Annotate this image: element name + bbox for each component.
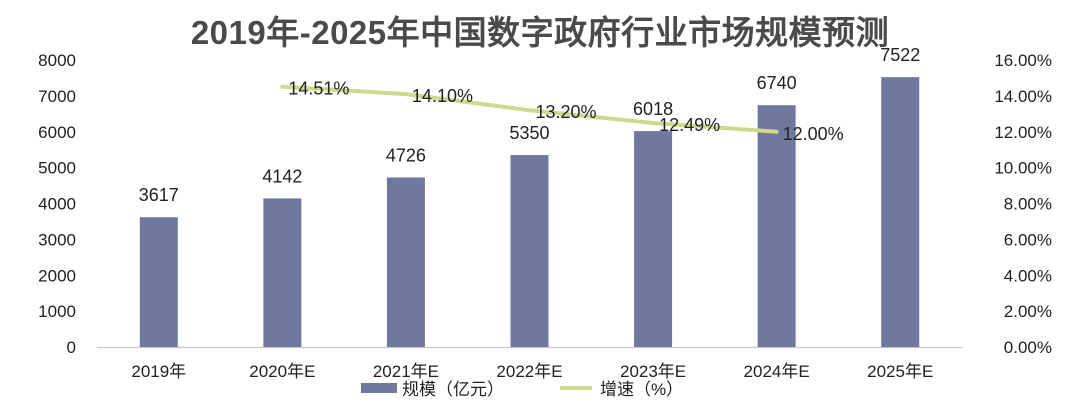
- y-right-tick-label: 4.00%: [1004, 266, 1052, 285]
- legend-line-label: 增速（%）: [600, 380, 683, 399]
- x-tick-label: 2019年: [131, 362, 186, 381]
- y-left-tick-label: 3000: [38, 230, 76, 249]
- y-left-tick-label: 1000: [38, 302, 76, 321]
- x-tick-label: 2024年E: [744, 362, 810, 381]
- bar-value-label: 5350: [509, 123, 549, 143]
- y-right-tick-label: 12.00%: [994, 123, 1052, 142]
- growth-line: [280, 84, 779, 134]
- y-right-tick-label: 8.00%: [1004, 195, 1052, 214]
- growth-value-label: 14.10%: [412, 86, 473, 106]
- y-left-tick-label: 5000: [38, 159, 76, 178]
- bar: [139, 217, 178, 347]
- y-right-tick-label: 14.00%: [994, 87, 1052, 106]
- y-right-tick-label: 0.00%: [1004, 338, 1052, 357]
- bar-value-label: 7522: [880, 45, 920, 65]
- bar-value-label: 6018: [633, 99, 673, 119]
- y-right-tick-label: 10.00%: [994, 159, 1052, 178]
- bar: [634, 131, 673, 347]
- y-right-tick-label: 16.00%: [994, 51, 1052, 70]
- bar-value-label: 6740: [757, 73, 797, 93]
- bar: [263, 198, 302, 347]
- x-tick-label: 2021年E: [373, 362, 439, 381]
- y-left-tick-label: 4000: [38, 195, 76, 214]
- y-left-tick-label: 8000: [38, 51, 76, 70]
- growth-value-label: 13.20%: [536, 102, 597, 122]
- growth-value-label: 12.00%: [783, 124, 844, 144]
- bar: [881, 77, 920, 347]
- bar-value-label: 3617: [139, 185, 179, 205]
- y-right-tick-label: 2.00%: [1004, 302, 1052, 321]
- x-tick-label: 2022年E: [496, 362, 562, 381]
- growth-value-label: 14.51%: [288, 79, 349, 99]
- x-tick-label: 2023年E: [620, 362, 686, 381]
- y-right-tick-label: 6.00%: [1004, 230, 1052, 249]
- y-left-tick-label: 6000: [38, 123, 76, 142]
- legend-bar-label: 规模（亿元）: [402, 380, 504, 399]
- bar-value-label: 4142: [262, 166, 302, 186]
- bar: [510, 155, 549, 347]
- bar: [386, 177, 425, 347]
- y-left-tick-label: 7000: [38, 87, 76, 106]
- x-tick-label: 2020年E: [249, 362, 315, 381]
- bar: [757, 105, 796, 347]
- legend-bar-swatch: [361, 383, 397, 393]
- y-left-tick-label: 0: [67, 338, 76, 357]
- x-tick-label: 2025年E: [867, 362, 933, 381]
- chart-title: 2019年-2025年中国数字政府行业市场规模预测: [190, 14, 890, 51]
- y-left-tick-label: 2000: [38, 266, 76, 285]
- bar-value-label: 4726: [386, 145, 426, 165]
- growth-value-label: 12.49%: [659, 115, 720, 135]
